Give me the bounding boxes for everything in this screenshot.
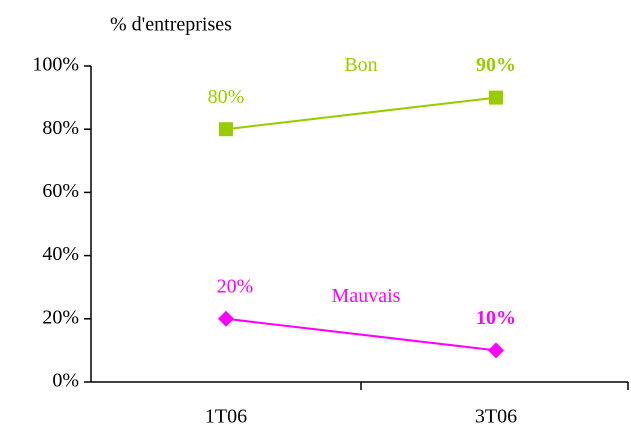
y-tick-label: 60% bbox=[42, 180, 79, 202]
y-tick-label: 40% bbox=[42, 243, 79, 265]
series-line bbox=[225, 96, 497, 131]
marker bbox=[219, 122, 233, 137]
y-tick-label: 20% bbox=[42, 306, 79, 328]
marker bbox=[489, 90, 503, 105]
y-axis-label: % d'entreprises bbox=[110, 14, 232, 36]
y-tick-label: 0% bbox=[52, 370, 79, 392]
value-label: 10% bbox=[476, 307, 516, 329]
series-label: Bon bbox=[344, 54, 377, 76]
marker bbox=[488, 342, 504, 359]
value-label: 20% bbox=[217, 275, 254, 297]
y-tick-label: 100% bbox=[32, 54, 79, 76]
y-tick-label: 80% bbox=[42, 117, 79, 139]
x-tick-label: 1T06 bbox=[205, 406, 247, 428]
series-label: Mauvais bbox=[332, 285, 401, 307]
x-tick-label: 3T06 bbox=[475, 406, 517, 428]
series-line bbox=[225, 317, 497, 352]
value-label: 80% bbox=[208, 86, 245, 108]
value-label: 90% bbox=[476, 54, 516, 76]
marker bbox=[218, 310, 234, 327]
